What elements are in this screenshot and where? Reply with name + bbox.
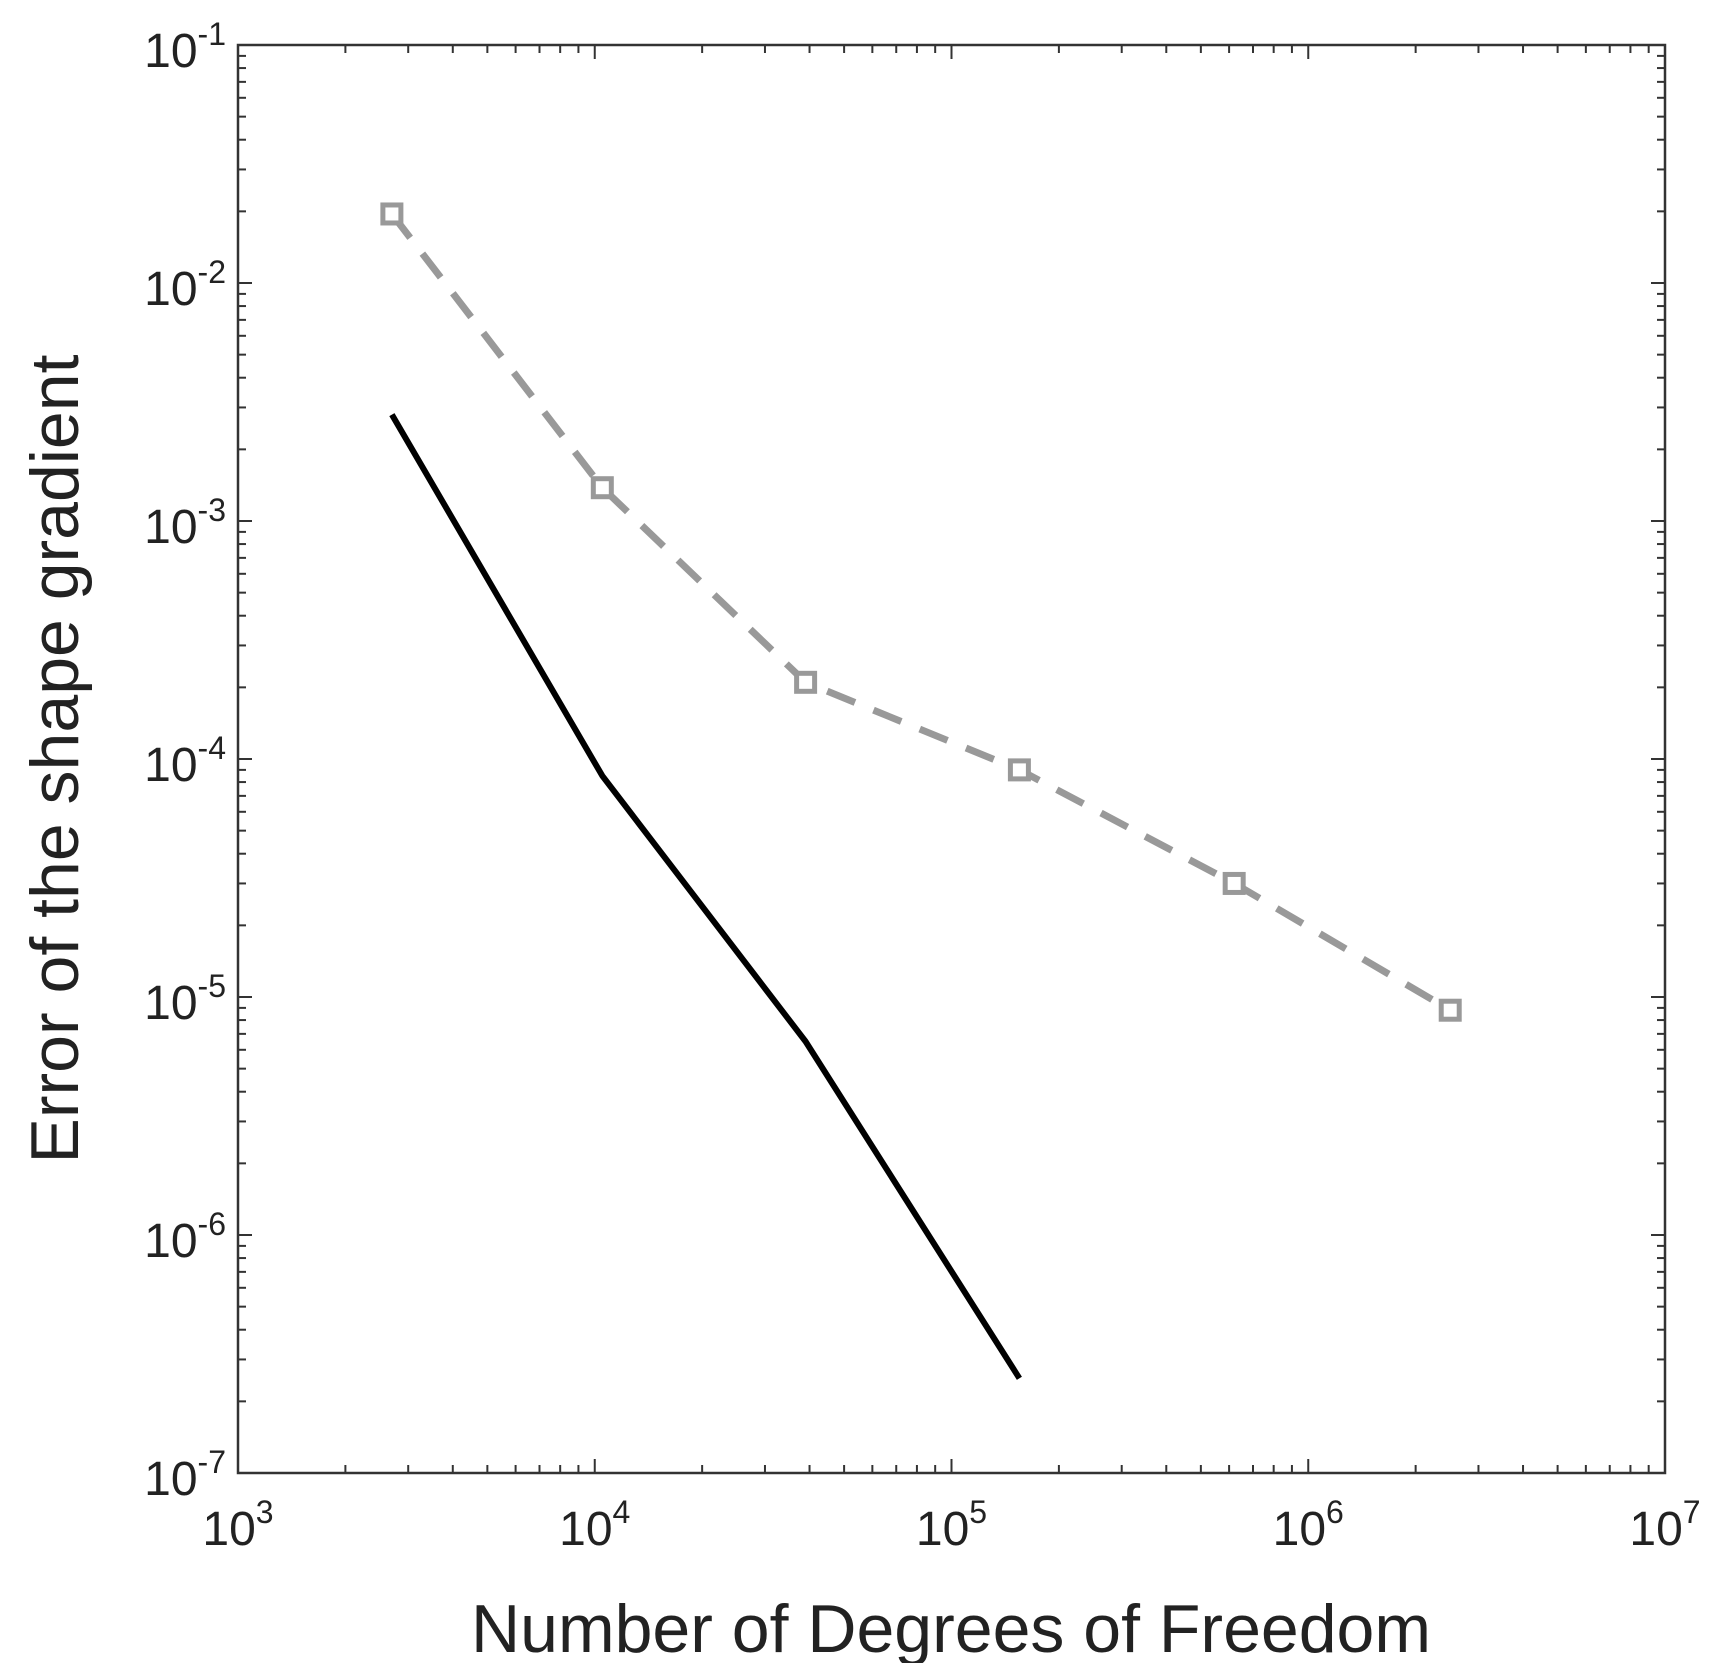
- x-tick-base: 10: [916, 1503, 969, 1556]
- y-tick-base: 10: [144, 1453, 197, 1506]
- x-tick-label: 103: [202, 1494, 273, 1556]
- y-tick-label: 10-6: [144, 1206, 226, 1268]
- y-tick-exponent: -3: [198, 492, 226, 528]
- x-axis-label: Number of Degrees of Freedom: [471, 1591, 1431, 1663]
- square-marker: [590, 476, 614, 500]
- x-tick-exponent: 6: [1326, 1494, 1344, 1530]
- y-tick-label: 10-5: [144, 968, 226, 1030]
- y-tick-label: 10-7: [144, 1444, 226, 1506]
- data-series: [380, 202, 1462, 1380]
- x-tick-label: 107: [1629, 1494, 1700, 1556]
- y-tick-label: 10-4: [144, 730, 226, 792]
- plot-area-frame: [236, 43, 1667, 1475]
- y-tick-exponent: -4: [198, 730, 226, 766]
- y-tick-exponent: -5: [198, 968, 226, 1004]
- y-tick-exponent: -1: [198, 16, 226, 52]
- x-tick-base: 10: [202, 1503, 255, 1556]
- x-tick-exponent: 5: [969, 1494, 987, 1530]
- x-tick-base: 10: [1273, 1503, 1326, 1556]
- y-tick-label: 10-3: [144, 492, 226, 554]
- y-tick-label: 10-1: [144, 16, 226, 78]
- tick-labels: 103 104 105 106 10710-110-210-310-410-510-61…: [144, 16, 1700, 1556]
- y-tick-base: 10: [144, 263, 197, 316]
- square-marker: [380, 202, 404, 226]
- solid-series-line: [389, 413, 1022, 1380]
- y-tick-exponent: -7: [198, 1444, 226, 1480]
- x-tick-label: 105: [916, 1494, 987, 1556]
- y-tick-exponent: -6: [198, 1206, 226, 1242]
- x-tick-exponent: 4: [613, 1494, 631, 1530]
- y-tick-base: 10: [144, 977, 197, 1030]
- y-tick-base: 10: [144, 739, 197, 792]
- x-tick-label: 104: [559, 1494, 630, 1556]
- square-marker: [1007, 758, 1031, 782]
- square-marker: [794, 670, 818, 694]
- x-tick-exponent: 3: [256, 1494, 274, 1530]
- square-marker: [1222, 871, 1246, 895]
- y-tick-exponent: -2: [198, 254, 226, 290]
- square-marker: [1438, 998, 1462, 1022]
- x-tick-base: 10: [559, 1503, 612, 1556]
- y-tick-base: 10: [144, 501, 197, 554]
- y-axis-label: Error of the shape gradient: [17, 354, 93, 1163]
- y-tick-label: 10-2: [144, 254, 226, 316]
- y-tick-base: 10: [144, 1215, 197, 1268]
- x-tick-exponent: 7: [1683, 1494, 1701, 1530]
- y-tick-base: 10: [144, 25, 197, 78]
- x-tick-label: 106: [1273, 1494, 1344, 1556]
- x-tick-base: 10: [1629, 1503, 1682, 1556]
